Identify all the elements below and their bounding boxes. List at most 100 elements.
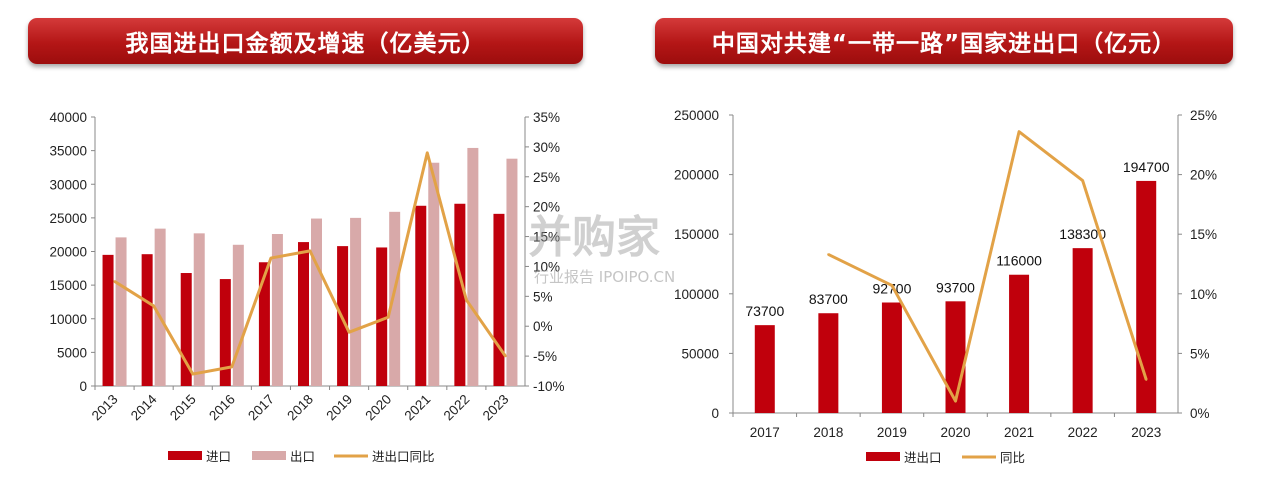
export-bar <box>193 233 205 386</box>
export-bar <box>506 158 518 386</box>
growth-point <box>230 365 234 369</box>
left-y-tick-label: 20000 <box>49 245 87 260</box>
trade-bar-label: 73700 <box>745 303 784 319</box>
watermark-main: 并购家 <box>528 212 660 263</box>
left-y-tick-label: 25000 <box>49 211 87 226</box>
left-y2-tick-label: -5% <box>533 349 557 364</box>
left-x-tick-label: 2022 <box>441 392 473 424</box>
left-chart: 0 5000 10000 15000 20000 25000 30000 35000 40000… <box>49 110 564 464</box>
left-x-tick-label: 2021 <box>402 392 434 424</box>
left-y2-tick-label: 5% <box>533 289 553 304</box>
yoy-point <box>954 399 957 403</box>
left-y-tick-label: 40000 <box>49 110 87 125</box>
trade-bar <box>1072 248 1093 413</box>
growth-point <box>269 256 273 260</box>
left-legend-label: 出口 <box>290 449 315 464</box>
import-bar <box>298 242 309 386</box>
right-x-tick-label: 2017 <box>750 425 780 440</box>
right-x-tick-label: 2022 <box>1068 425 1098 440</box>
left-y2-tick-label: 15% <box>533 230 560 245</box>
yoy-point <box>1145 378 1148 381</box>
export-bar <box>232 244 244 386</box>
right-legend-label: 同比 <box>1000 450 1025 465</box>
left-legend-label: 进出口同比 <box>372 449 435 464</box>
export-bar <box>271 234 283 386</box>
right-x-tick-label: 2023 <box>1131 425 1161 440</box>
left-x-tick-label: 2018 <box>284 392 316 424</box>
right-y2-tick-label: 0% <box>1190 406 1210 421</box>
left-x-tick-label: 2016 <box>206 392 238 424</box>
export-bar <box>389 211 401 386</box>
yoy-point <box>1017 130 1021 133</box>
growth-point <box>426 151 429 155</box>
left-y2-tick-label: 0% <box>533 319 553 334</box>
import-bar <box>180 273 192 386</box>
left-y-tick-label: 15000 <box>49 278 87 293</box>
yoy-line <box>827 130 1148 403</box>
left-x-tick-label: 2017 <box>245 392 277 424</box>
import-bar <box>219 279 231 386</box>
left-x-tick-label: 2014 <box>128 391 160 423</box>
right-chart: 0 50000 100000 150000 200000 250000 0% 5% 10% 15%… <box>674 108 1217 465</box>
left-y2-tick-label: 10% <box>533 259 560 274</box>
trade-bar-label: 83700 <box>809 291 848 307</box>
trade-bar-label: 93700 <box>936 279 975 295</box>
right-legend-swatch <box>866 452 900 461</box>
watermark: 并购家 行业报告 IPOIPO.CN <box>528 212 675 286</box>
left-chart-title: 我国进出口金额及增速（亿美元） <box>28 18 583 64</box>
yoy-point <box>1081 179 1084 182</box>
import-bar <box>102 254 114 386</box>
right-y-tick-label: 100000 <box>674 287 719 302</box>
left-y2-tick-label: 35% <box>533 110 560 125</box>
left-y2-tick-label: 20% <box>533 200 560 215</box>
left-y-tick-label: 35000 <box>49 144 87 159</box>
trade-bar-label: 194700 <box>1123 159 1170 175</box>
yoy-point <box>890 284 894 287</box>
import-bar <box>376 247 388 386</box>
export-bar <box>350 217 362 386</box>
right-y-tick-label: 200000 <box>674 168 719 183</box>
left-y-tick-label: 5000 <box>57 345 87 360</box>
import-bar <box>141 254 153 386</box>
left-x-tick-label: 2023 <box>480 392 512 424</box>
export-bar <box>154 228 166 386</box>
right-x-tick-label: 2018 <box>813 425 843 440</box>
export-bar <box>311 218 322 386</box>
growth-point <box>191 372 194 376</box>
import-bar <box>493 213 505 386</box>
left-y-tick-label: 0 <box>79 379 87 394</box>
right-y-tick-label: 250000 <box>674 108 719 123</box>
import-bar <box>454 203 466 386</box>
right-x-tick-label: 2020 <box>940 425 970 440</box>
left-legend-swatch <box>252 451 286 460</box>
import-bar <box>258 262 270 386</box>
left-x-tick-label: 2015 <box>167 392 199 424</box>
left-legend-swatch <box>168 451 202 460</box>
trade-bar <box>754 325 775 413</box>
right-y2-tick-label: 25% <box>1190 108 1217 123</box>
growth-point <box>113 280 116 283</box>
right-x-tick-label: 2021 <box>1004 425 1034 440</box>
right-y2-tick-label: 20% <box>1190 168 1217 183</box>
trade-bar <box>1009 274 1030 413</box>
growth-point <box>308 249 312 253</box>
right-y2-tick-label: 15% <box>1190 227 1217 242</box>
right-y2-tick-label: 10% <box>1190 287 1217 302</box>
right-y-tick-label: 150000 <box>674 227 719 242</box>
growth-point <box>347 331 351 334</box>
trade-bar <box>881 302 902 413</box>
left-y2-tick-label: 25% <box>533 170 560 185</box>
left-y2-tick-label: 30% <box>533 140 560 155</box>
left-y-tick-label: 30000 <box>49 177 87 192</box>
trade-bar <box>1136 180 1157 413</box>
trade-bar-label: 138300 <box>1059 226 1106 242</box>
left-x-tick-label: 2013 <box>89 392 121 424</box>
growth-line <box>113 151 507 376</box>
watermark-sub: 行业报告 IPOIPO.CN <box>534 268 675 286</box>
growth-point <box>504 354 507 358</box>
left-y-tick-label: 10000 <box>49 312 87 327</box>
right-chart-title: 中国对共建“一带一路”国家进出口（亿元） <box>655 18 1233 64</box>
right-x-tick-label: 2019 <box>877 425 907 440</box>
export-bar <box>115 237 127 386</box>
